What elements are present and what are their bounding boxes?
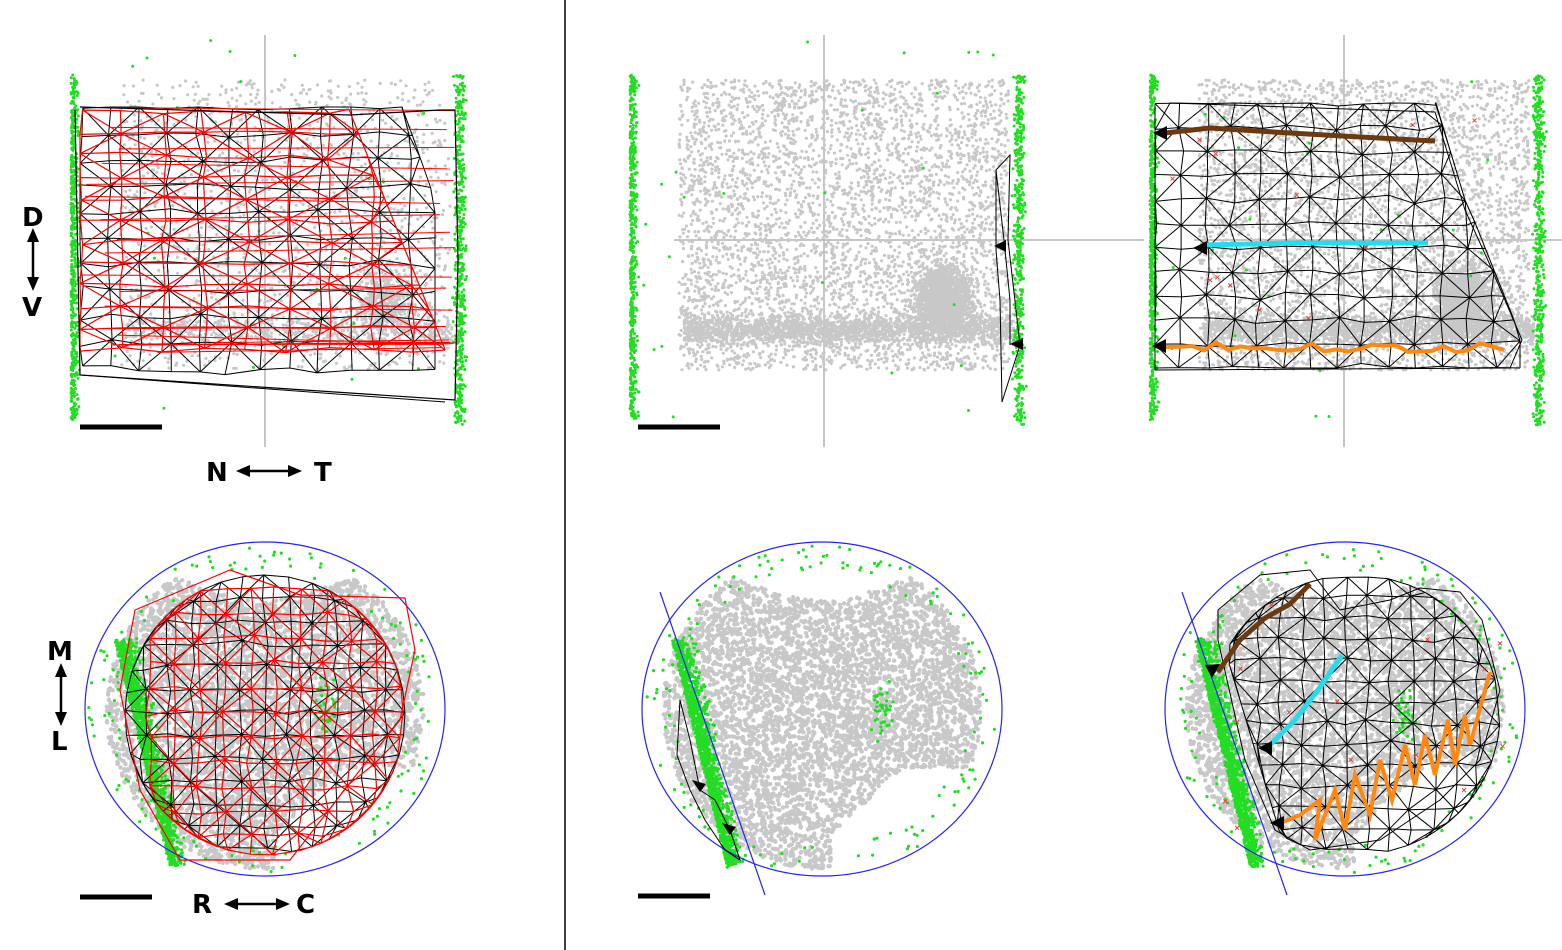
label-ventral: V — [22, 293, 42, 323]
track-cyan — [1204, 240, 1428, 248]
track-brown — [1164, 125, 1436, 144]
orientation-medial-lateral: M L — [47, 637, 73, 757]
edge-marker-upper — [994, 240, 1006, 252]
track-mesh — [1154, 102, 1521, 369]
red-stretch-edges — [81, 107, 455, 353]
edge-boundary-line — [1181, 591, 1288, 896]
orientation-dorsal-ventral: D V — [22, 203, 44, 323]
orientation-nasal-temporal: N T — [206, 458, 332, 488]
colliculus-edge-panel — [641, 541, 1003, 896]
edge-marker-lower — [722, 823, 736, 835]
edge-boundary-line — [659, 591, 766, 896]
edge-mesh — [676, 699, 741, 862]
orientation-rostral-caudal: R C — [192, 890, 315, 920]
track-orange-marker — [1152, 339, 1166, 353]
track-brown — [1215, 582, 1312, 674]
track-brown-marker — [1153, 126, 1167, 140]
label-rostral: R — [192, 890, 212, 920]
boundary-cell-points — [69, 39, 469, 426]
track-orange-marker — [1270, 816, 1284, 830]
cell-points — [661, 575, 983, 871]
colliculus-outline — [1164, 541, 1526, 877]
colliculus-outline — [641, 541, 1003, 877]
colliculus-outline — [84, 541, 446, 877]
label-dorsal: D — [22, 203, 44, 233]
cell-points — [677, 78, 1016, 372]
edge-marker-lower — [1010, 338, 1023, 350]
label-nasal: N — [206, 458, 228, 488]
edge-marker-upper — [692, 780, 706, 792]
track-mesh-outline — [1217, 569, 1501, 851]
track-brown-marker — [1205, 664, 1220, 678]
track-cyan-marker — [1193, 241, 1207, 255]
retina-overlay-panel — [69, 35, 469, 447]
label-medial: M — [47, 637, 73, 667]
track-cyan-marker — [1258, 741, 1272, 755]
red-mesh-outline — [119, 569, 416, 861]
outline-edge — [79, 374, 446, 403]
track-mesh — [1228, 576, 1501, 852]
label-caudal: C — [296, 890, 315, 920]
label-lateral: L — [51, 727, 68, 757]
track-orange — [1162, 339, 1505, 355]
label-temporal: T — [314, 458, 332, 488]
track-orange — [1282, 671, 1492, 841]
retina-tracks-panel — [1148, 35, 1562, 447]
track-mesh-outline — [1154, 102, 1523, 371]
outlier-markers — [1170, 118, 1477, 321]
red-mesh — [144, 586, 404, 856]
boundary-cell-points — [628, 40, 1028, 426]
colliculus-overlay-panel — [84, 541, 446, 877]
mesh-outline — [74, 106, 459, 401]
track-cyan — [1268, 653, 1345, 747]
retina-edge-panel — [628, 35, 1144, 447]
colliculus-tracks-panel — [1164, 541, 1526, 896]
outlier-markers — [1222, 602, 1506, 831]
edge-mesh — [995, 153, 1021, 403]
